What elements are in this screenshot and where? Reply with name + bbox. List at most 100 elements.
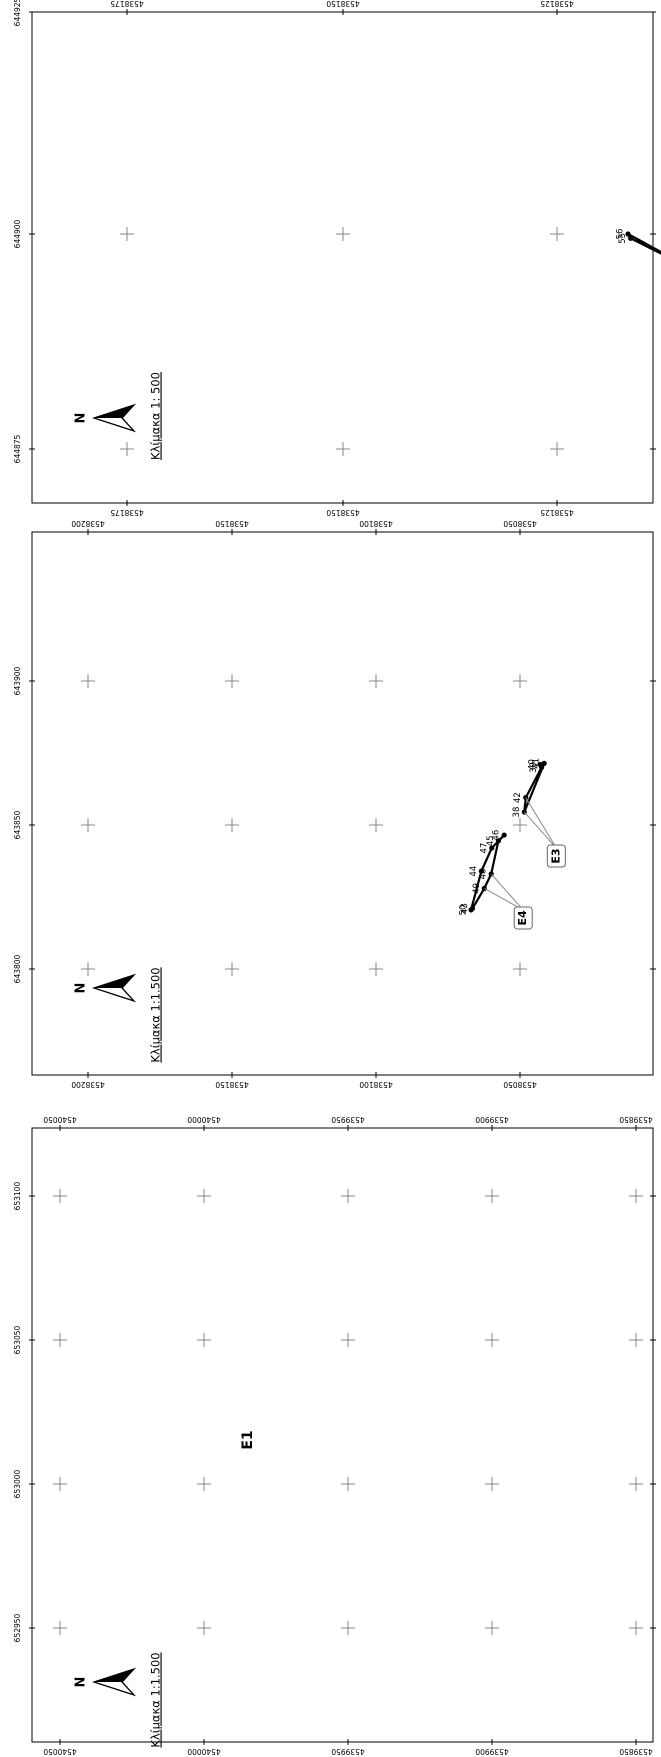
- grid-cross: [485, 1333, 499, 1347]
- grid-cross: [81, 674, 95, 688]
- north-letter: N: [74, 1677, 89, 1688]
- vertex-label: 45: [486, 835, 496, 846]
- vertex-point: [468, 907, 474, 913]
- easting-tick-label: 653000: [13, 1469, 22, 1498]
- vertex-label: 50: [459, 905, 469, 916]
- vertex-point: [501, 832, 507, 838]
- callout-leader: [523, 811, 557, 849]
- grid-cross: [369, 818, 383, 832]
- panel-e2-e4: 4538200 4538150 4538100 4538050 4538200 45381…: [13, 519, 656, 1089]
- map-frame: [31, 531, 654, 1076]
- northing-tick-label-bottom: 4539900: [475, 1747, 509, 1756]
- vertex-label: 47: [479, 843, 489, 854]
- grid-cross: [629, 1189, 643, 1203]
- grid-cross: [336, 442, 350, 456]
- northing-tick-label-top: 4538100: [359, 519, 393, 528]
- panel-e5-e6: 4538175 4538150 4538125 4538175 4538150 45381…: [13, 0, 661, 517]
- scale-label: Κλίμακα 1:1.500: [149, 967, 163, 1062]
- vertex-point: [478, 868, 485, 874]
- grid-cross: [629, 1333, 643, 1347]
- northing-tick-label-top: 4539900: [475, 1115, 509, 1124]
- grid-cross: [53, 1621, 67, 1635]
- callout-label: E4: [516, 910, 529, 926]
- northing-tick-label-bottom: 4538150: [215, 1080, 249, 1089]
- vertex-label: 46: [492, 830, 502, 841]
- vertex-point: [625, 231, 631, 237]
- vertex-point: [495, 838, 501, 844]
- vertex-point: [537, 761, 543, 768]
- northing-tick-label-bottom: 4539950: [331, 1747, 365, 1756]
- northing-tick-label-bottom: 4538150: [326, 508, 360, 517]
- grid-cross: [550, 442, 564, 456]
- northing-tick-label-top: 4538150: [215, 519, 249, 528]
- grid-cross: [341, 1189, 355, 1203]
- northing-tick-label-top: 4539950: [331, 1115, 365, 1124]
- grid-cross: [225, 674, 239, 688]
- easting-tick-label: 644875: [13, 434, 22, 463]
- grid-cross: [629, 1621, 643, 1635]
- northing-tick-label-bottom: 4538125: [540, 508, 574, 517]
- vertex-point: [541, 760, 547, 766]
- callout-leader: [484, 887, 524, 911]
- map-frame: [31, 1127, 654, 1743]
- grid-cross: [341, 1477, 355, 1491]
- map-frame: [31, 11, 654, 504]
- vertex-label: 39: [529, 762, 539, 773]
- grid-cross: [225, 962, 239, 976]
- grid-cross: [336, 227, 350, 241]
- easting-tick-label: 644900: [13, 219, 22, 248]
- vertex-label: 55: [618, 233, 628, 244]
- scale-label: Κλίμακα 1: 500: [149, 372, 163, 460]
- callout-leader: [490, 873, 524, 911]
- scale-label: Κλίμακα 1:1.500: [149, 1652, 163, 1747]
- northing-tick-label-top: 4538150: [326, 0, 360, 8]
- northing-tick-label-bottom: 4538050: [503, 1080, 537, 1089]
- panel-e1: 4540050 4540000 4539950 4539900 4539850 45400…: [13, 1115, 656, 1756]
- north-arrow-fill: [94, 1669, 134, 1682]
- grid-cross: [513, 818, 527, 832]
- northing-tick-label-top: 4540000: [187, 1115, 221, 1124]
- grid-cross: [197, 1333, 211, 1347]
- parcel-label: E1: [240, 1430, 256, 1449]
- easting-tick-label: 643800: [13, 954, 22, 983]
- vertex-label: 38: [512, 807, 522, 818]
- grid-cross: [81, 818, 95, 832]
- callout-leader: [525, 797, 557, 849]
- grid-cross: [369, 962, 383, 976]
- vertex-label: 56: [616, 229, 626, 240]
- vertex-label: 48: [479, 869, 489, 880]
- grid-cross: [341, 1621, 355, 1635]
- grid-cross: [53, 1333, 67, 1347]
- vertex-label: 49: [472, 883, 482, 894]
- grid-cross: [513, 674, 527, 688]
- northing-tick-label-bottom: 4538200: [71, 1080, 105, 1089]
- easting-tick-label: 653100: [13, 1181, 22, 1210]
- easting-tick-label: 643900: [13, 666, 22, 695]
- grid-cross: [485, 1189, 499, 1203]
- north-arrow-fill: [94, 405, 134, 418]
- north-letter: N: [74, 413, 89, 424]
- northing-tick-label-bottom: 4538175: [110, 508, 144, 517]
- grid-cross: [53, 1477, 67, 1491]
- northing-tick-label-bottom: 4540000: [187, 1747, 221, 1756]
- easting-tick-label: 653050: [13, 1325, 22, 1354]
- grid-cross: [341, 1333, 355, 1347]
- callout-label: E3: [549, 848, 562, 863]
- callout-box: [546, 844, 566, 868]
- northing-tick-label-bottom: 4538100: [359, 1080, 393, 1089]
- northing-tick-label-top: 4539850: [619, 1115, 653, 1124]
- easting-tick-label: 643850: [13, 810, 22, 839]
- grid-cross: [513, 962, 527, 976]
- callout-box: [513, 906, 533, 930]
- grid-cross: [485, 1621, 499, 1635]
- northing-tick-label-bottom: 4540050: [43, 1747, 77, 1756]
- grid-cross: [197, 1189, 211, 1203]
- grid-cross: [225, 818, 239, 832]
- vertex-label: 43: [460, 903, 470, 914]
- easting-tick-label: 652950: [13, 1613, 22, 1642]
- easting-tick-label: 644925: [13, 0, 22, 26]
- vertex-label: 42: [513, 792, 523, 803]
- grid-cross: [120, 442, 134, 456]
- grid-cross: [53, 1189, 67, 1203]
